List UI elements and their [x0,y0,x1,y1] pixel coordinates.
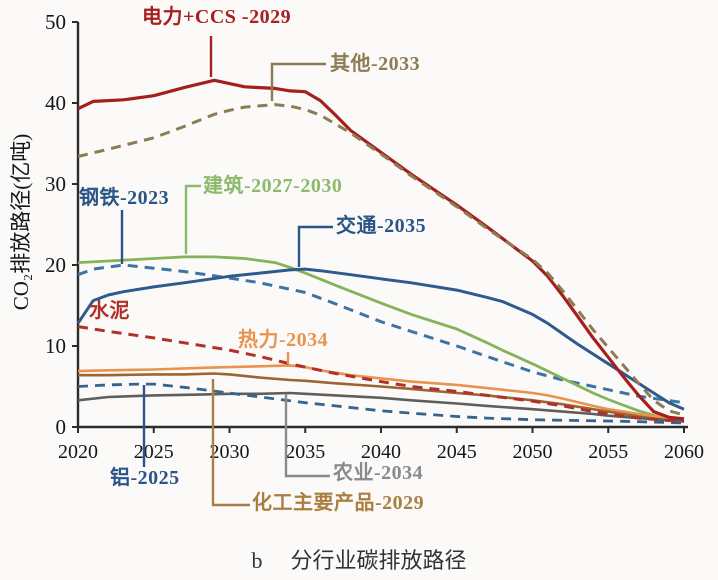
series-line-aluminum [77,382,685,425]
series-line-heat [77,364,685,421]
axes [76,22,688,429]
y-tick-label: 50 [45,10,66,34]
x-tick-label: 2060 [664,441,704,463]
series-leader-building [184,184,201,254]
y-tick-label: 0 [56,415,67,439]
y-tick-label: 10 [45,334,66,358]
series-line-building [77,255,685,423]
y-axis-title: CO₂排放路径(亿吨) [9,133,33,311]
figure-caption: b 分行业碳排放路径 [0,543,718,575]
y-tick-label: 30 [45,172,66,196]
x-tick-label: 2020 [58,441,98,463]
x-tick-label: 2050 [513,441,553,463]
series-line-power [77,78,685,421]
series-line-chemical [78,372,685,423]
y-tick-label: 40 [45,91,66,115]
series-leader-other [270,62,326,101]
series-line-agriculture [77,391,685,423]
y-tick-label: 20 [45,253,66,277]
x-tick-label: 2035 [285,441,325,463]
series-leader-agriculture [284,394,330,478]
x-tick-label: 2040 [361,441,401,463]
series-leader-transport [297,225,333,267]
x-tick-label: 2025 [134,441,174,463]
series-line-cement [77,325,685,423]
x-tick-label: 2030 [210,441,250,463]
x-tick-label: 2045 [437,441,477,463]
figure-caption-index: b [251,548,263,573]
series-line-other [77,103,685,417]
figure-caption-text: 分行业碳排放路径 [290,548,467,573]
series-leader-chemical [211,379,250,507]
x-tick-label: 2055 [588,441,628,463]
